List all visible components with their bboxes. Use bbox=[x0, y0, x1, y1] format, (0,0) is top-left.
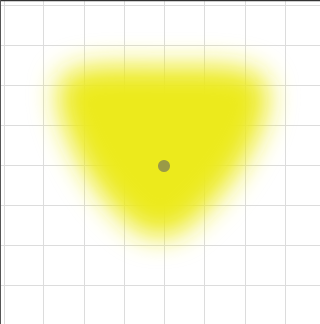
center-point-icon[interactable] bbox=[158, 160, 170, 172]
yellow-blob[interactable] bbox=[57, 65, 269, 237]
